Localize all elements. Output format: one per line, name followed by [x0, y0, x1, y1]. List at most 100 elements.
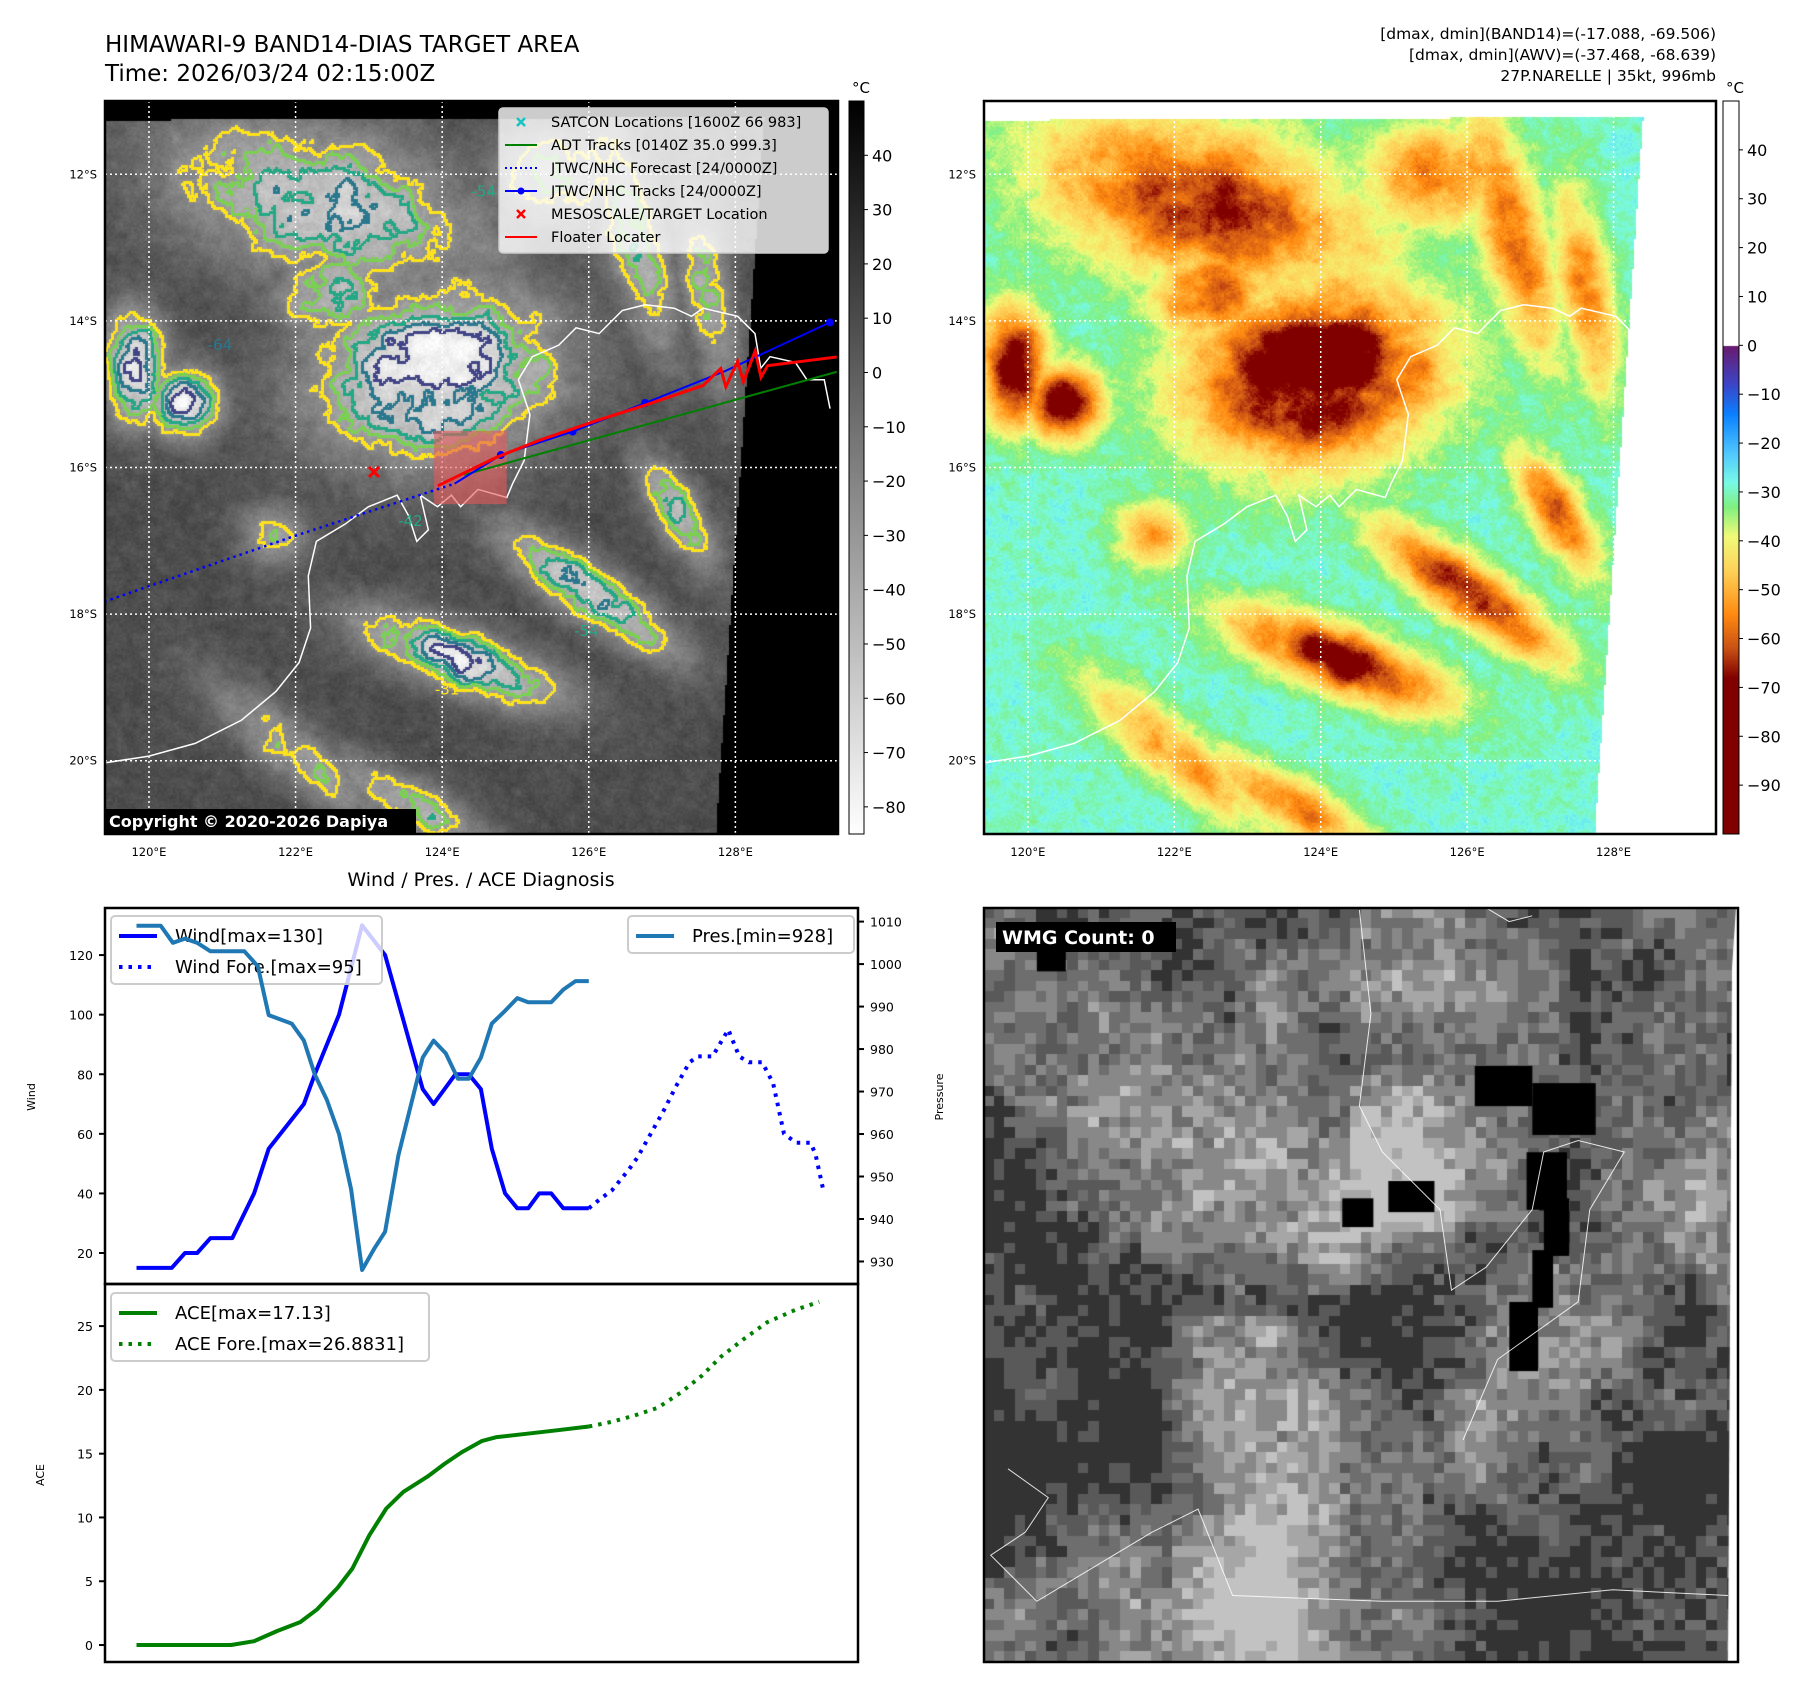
- colorbar-right-tick-label: −70: [1747, 678, 1781, 697]
- wind-line: [136, 923, 589, 1270]
- target-x-stroke: [367, 465, 381, 478]
- wmg-label-box: [996, 922, 1176, 952]
- legend-item: Floater Locater: [505, 230, 660, 246]
- colorbar-right-tick-label: −50: [1747, 581, 1781, 600]
- legend-label: JTWC/NHC Forecast [24/0000Z]: [550, 161, 777, 177]
- legend-item: JTWC/NHC Tracks [24/0000Z]: [505, 184, 762, 200]
- copyright-box: [105, 809, 416, 833]
- wind-axis-tick-label: 120: [69, 948, 93, 963]
- band14-stats: [dmax, dmin](BAND14)=(-17.088, -69.506): [1380, 25, 1716, 43]
- colorbar-left-frame: [848, 100, 865, 835]
- colorbar-right-tick-label: −30: [1747, 483, 1781, 502]
- legend-box: [110, 1292, 430, 1362]
- lat-tick-label: 14°S: [69, 314, 97, 328]
- ace-axis-tick-label: 20: [77, 1383, 93, 1398]
- contour-label: -42: [398, 512, 423, 530]
- lon-tick-label: 120°E: [1010, 845, 1045, 859]
- legend-label: ADT Tracks [0140Z 35.0 999.3]: [551, 138, 777, 154]
- lon-tick-label: 120°E: [131, 845, 166, 859]
- colorbar-right-gradient: [1723, 101, 1739, 834]
- colorbar-right-frame: [1722, 100, 1740, 835]
- colorbar-left-tick-label: −80: [872, 798, 906, 817]
- contour-label: -31: [237, 204, 262, 222]
- legend-item: MESOSCALE/TARGET Location: [516, 207, 768, 223]
- colorbar-ticks: 40 30 20 10 0 −10 −20 −30 −40 −50 −60 −70 −80 40 30 20 1…: [848, 100, 1781, 835]
- wmg-coastline: [989, 1468, 1729, 1602]
- colorbar-right-tick-label: −10: [1747, 385, 1781, 404]
- legend-box: [627, 915, 855, 954]
- map-legend: SATCON Locations [1600Z 66 983] ADT Track…: [498, 107, 829, 254]
- colorbar-left-tick-label: 40: [872, 146, 892, 165]
- colorbar-right-tick-label: −80: [1747, 727, 1781, 746]
- jtwc-forecast-track: [103, 482, 456, 603]
- colorbar-left-tick-label: −20: [872, 472, 906, 491]
- colorbar-left-unit: °C: [852, 79, 870, 97]
- lat-tick-label: 18°S: [69, 607, 97, 621]
- colorbar-right-tick-label: 40: [1747, 141, 1767, 160]
- coastline: [103, 303, 831, 764]
- lon-tick-label: 124°E: [1303, 845, 1338, 859]
- lat-tick-label: 12°S: [948, 167, 976, 181]
- adt-track: [463, 370, 839, 476]
- pressure-axis-tick-label: 1010: [870, 915, 902, 930]
- ace-axis-tick-label: 25: [77, 1319, 93, 1334]
- pressure-axis-tick-label: 990: [870, 1000, 894, 1015]
- wmg-count-label: WMG Count: 0: [1002, 927, 1155, 949]
- colorbar-left-tick-label: −50: [872, 635, 906, 654]
- ace-line: [136, 1424, 590, 1647]
- ace-axis-tick-label: 0: [85, 1638, 93, 1653]
- wmg-frame: [982, 906, 1740, 1664]
- contour-label: -64: [208, 336, 233, 354]
- pressure-axis-tick-label: 930: [870, 1254, 894, 1269]
- pressure-axis-tick-label: 980: [870, 1042, 894, 1057]
- jtwc-track-point: [825, 318, 834, 327]
- wmg-coastline: [1358, 910, 1626, 1441]
- legend-label: Wind[max=130]: [175, 926, 323, 947]
- colorbar-left-tick-label: −70: [872, 744, 906, 763]
- wind-axis-tick-label: 80: [77, 1067, 93, 1082]
- ace-axes-frame: [103, 1282, 860, 1664]
- lon-tick-label: 124°E: [425, 845, 460, 859]
- ace-legend: ACE[max=17.13] ACE Fore.[max=26.8831]: [110, 1292, 430, 1362]
- wind-axis-label: Wind: [25, 1083, 38, 1111]
- colorbar-left-tick-label: −60: [872, 689, 906, 708]
- ace-axis-label: ACE: [34, 1464, 47, 1486]
- legend-label: ACE[max=17.13]: [175, 1303, 331, 1324]
- colorbar-left-tick-label: −40: [872, 581, 906, 600]
- ace-axis-tick-label: 10: [77, 1510, 93, 1525]
- wind-legend: Wind[max=130] Wind Fore.[max=95]: [110, 915, 383, 985]
- colorbar-left-tick-label: 10: [872, 309, 892, 328]
- lat-tick-label: 12°S: [69, 167, 97, 181]
- wind-axis-tick-label: 60: [77, 1127, 93, 1142]
- wind-axis-tick-label: 20: [77, 1246, 93, 1261]
- lon-tick-label: 128°E: [1596, 845, 1631, 859]
- lat-tick-label: 20°S: [69, 754, 97, 768]
- right-map-overlay: 120°E 122°E 124°E 126°E 128°E 12°S 14°S 16°S 18°…: [948, 99, 1718, 859]
- legend-item: ADT Tracks [0140Z 35.0 999.3]: [505, 138, 777, 154]
- legend-item: SATCON Locations [1600Z 66 983]: [516, 115, 801, 131]
- lat-tick-label: 16°S: [948, 461, 976, 475]
- legend-box: [110, 915, 383, 985]
- floater-locater-track: [437, 345, 839, 488]
- colorbar-right-tick-label: 30: [1747, 190, 1767, 209]
- map-frame: [982, 99, 1718, 836]
- figure-time: Time: 2026/03/24 02:15:00Z: [104, 61, 435, 87]
- colorbar-right-tick-label: 0: [1747, 336, 1757, 355]
- contour-label: -54: [574, 622, 599, 640]
- diagnosis-chart: Wind[max=130] Wind Fore.[max=95] Pres.[min…: [25, 906, 946, 1664]
- pressure-line: [136, 923, 589, 1272]
- legend-label: JTWC/NHC Tracks [24/0000Z]: [550, 184, 762, 200]
- awv-stats: [dmax, dmin](AWV)=(-37.468, -68.639): [1409, 46, 1716, 64]
- lon-tick-label: 126°E: [571, 845, 606, 859]
- colorbar-left-tick-label: 20: [872, 255, 892, 274]
- lon-tick-label: 128°E: [718, 845, 753, 859]
- pressure-axis-label: Pressure: [933, 1073, 946, 1120]
- wmg-imagery: [984, 908, 1738, 1662]
- pressure-axis-tick-label: 950: [870, 1170, 894, 1185]
- colorbar-left-tick-label: 30: [872, 201, 892, 220]
- pressure-axis-tick-label: 940: [870, 1212, 894, 1227]
- target-location-marker: [367, 465, 381, 478]
- colorbar-left-tick-label: −10: [872, 418, 906, 437]
- legend-label: Floater Locater: [551, 230, 660, 246]
